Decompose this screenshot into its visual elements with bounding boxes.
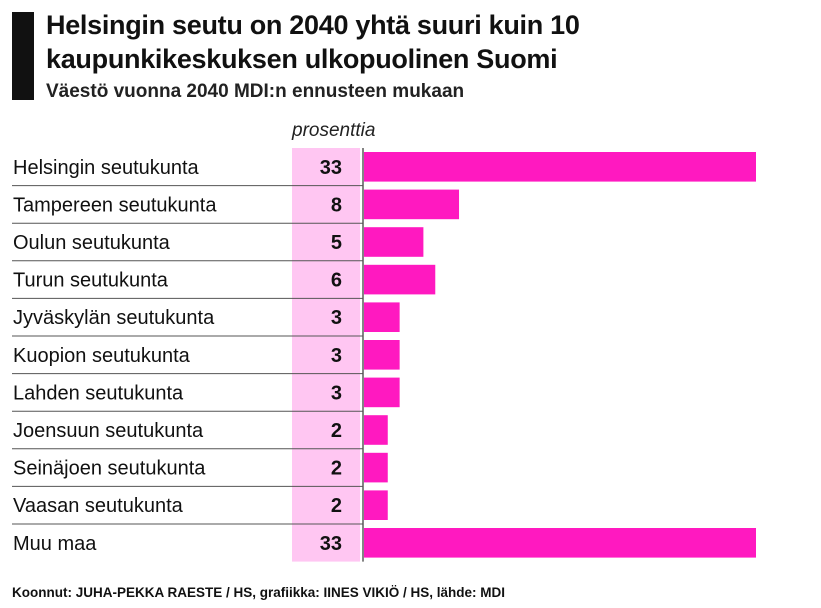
title-accent-bar <box>12 12 34 100</box>
bar <box>364 415 388 445</box>
value-label: 6 <box>331 270 342 292</box>
value-label: 33 <box>320 533 342 555</box>
bar <box>364 528 756 558</box>
value-column-background <box>292 148 360 562</box>
source-credits: Koonnut: JUHA-PEKKA RAESTE / HS, grafiik… <box>12 585 506 600</box>
bar <box>364 452 388 483</box>
bar <box>364 264 436 295</box>
bar <box>364 377 400 408</box>
category-label: Jyväskylän seutukunta <box>13 307 215 329</box>
value-label: 8 <box>331 194 342 216</box>
bar <box>364 152 756 182</box>
value-label: 3 <box>331 382 342 404</box>
unit-label: prosenttia <box>292 120 376 141</box>
value-label: 33 <box>320 157 342 179</box>
bar <box>364 340 400 370</box>
row-separators <box>12 148 364 562</box>
value-column-layer <box>292 148 360 562</box>
value-label: 2 <box>331 420 342 442</box>
category-label: Tampereen seutukunta <box>13 194 217 216</box>
category-label: Lahden seutukunta <box>13 382 184 404</box>
category-label: Seinäjoen seutukunta <box>13 458 206 480</box>
category-label: Kuopion seutukunta <box>13 345 191 367</box>
category-label: Vaasan seutukunta <box>13 495 184 517</box>
category-label: Oulun seutukunta <box>13 232 171 254</box>
category-label: Helsingin seutukunta <box>13 157 200 179</box>
category-label: Joensuun seutukunta <box>13 420 204 442</box>
value-label: 3 <box>331 345 342 367</box>
chart-subtitle: Väestö vuonna 2040 MDI:n ennusteen mukaa… <box>46 81 465 102</box>
category-label: Muu maa <box>13 533 97 555</box>
bar <box>364 490 388 520</box>
bar <box>364 302 400 332</box>
bars <box>364 152 756 558</box>
bar <box>364 189 460 220</box>
value-label: 2 <box>331 458 342 480</box>
category-label: Turun seutukunta <box>13 270 169 292</box>
value-label: 3 <box>331 307 342 329</box>
value-label: 5 <box>331 232 342 254</box>
chart-title: Helsingin seutu on 2040 yhtä suuri kuin … <box>46 10 580 74</box>
value-label: 2 <box>331 495 342 517</box>
bar <box>364 227 424 257</box>
category-labels: Helsingin seutukunta Tampereen seutukunta… <box>13 157 217 555</box>
